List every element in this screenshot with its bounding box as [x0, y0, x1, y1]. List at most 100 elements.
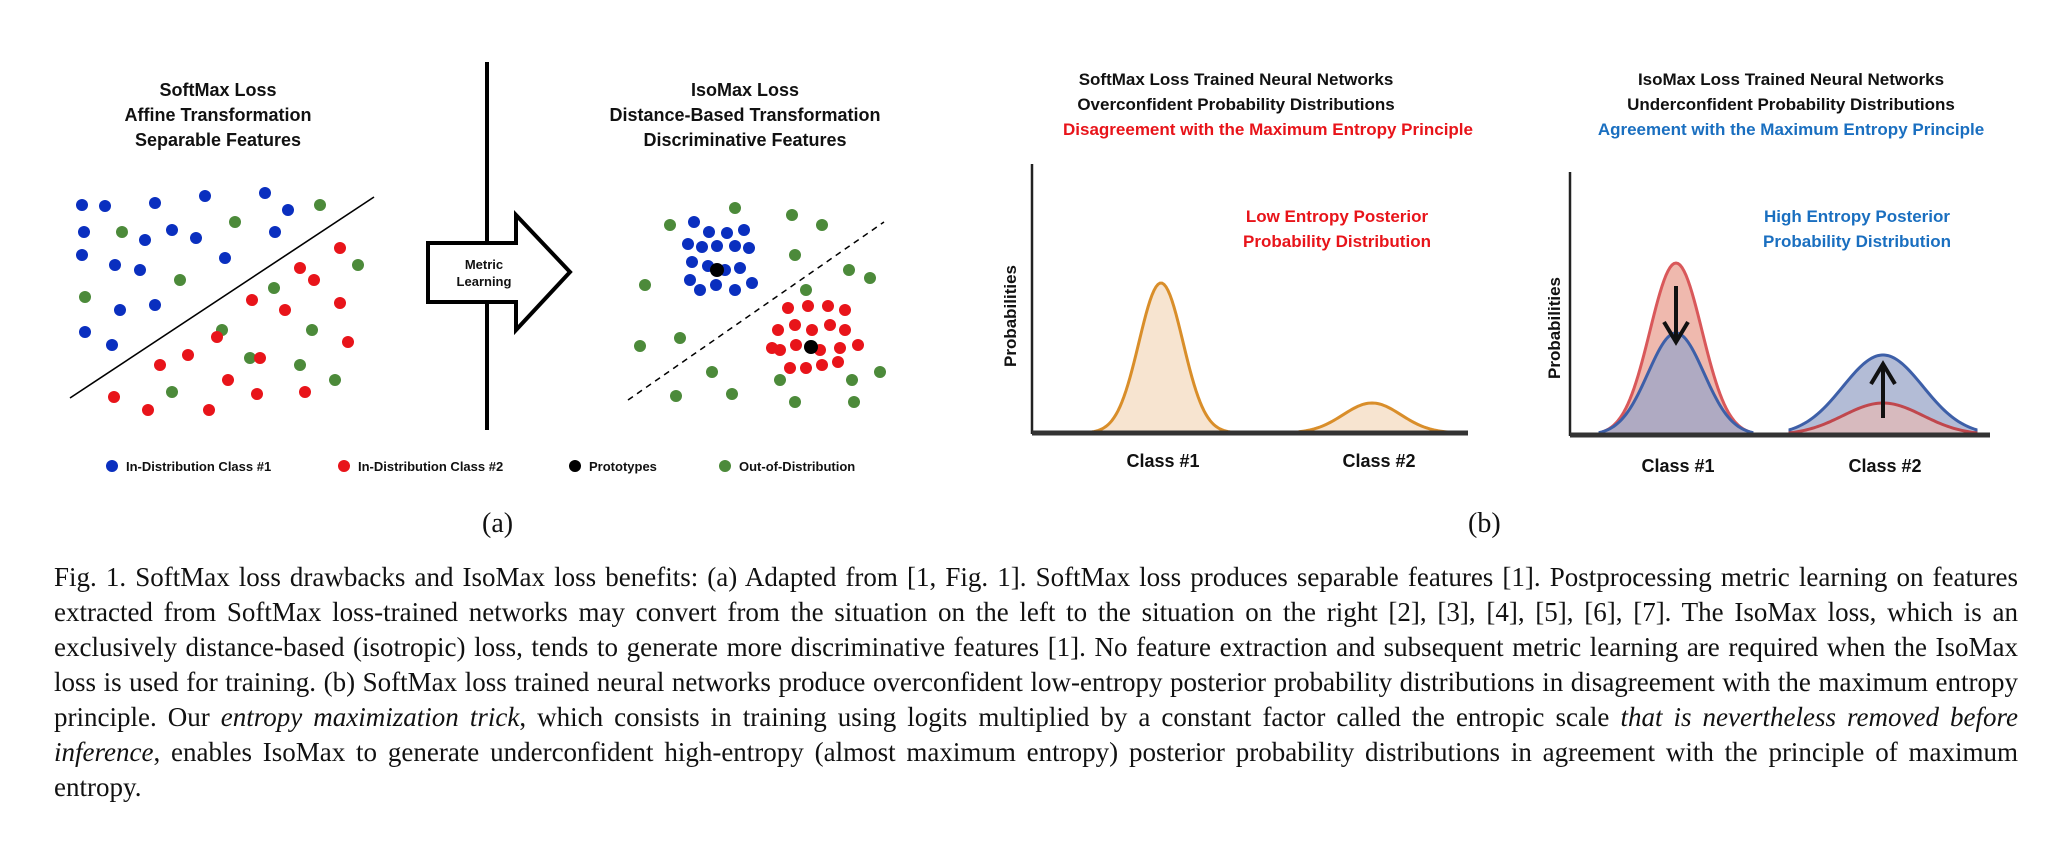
isomax-title-line-3: Discriminative Features: [643, 130, 846, 150]
softmax-class-2-dot: [222, 374, 234, 386]
isomax-class-2-dot: [782, 302, 794, 314]
softmax-title-line-3: Separable Features: [135, 130, 301, 150]
isomax-xtick-class-2: Class #2: [1848, 456, 1921, 476]
softmax-class-2-dot: [334, 297, 346, 309]
softmax-class-1-dot: [139, 234, 151, 246]
isomax-class-1-dot: [721, 227, 733, 239]
isomax-prototype-dot: [804, 340, 818, 354]
softmax-class-2-dot: [254, 352, 266, 364]
isomax-class-2-dot: [832, 356, 844, 368]
isomax-class-1-dot: [703, 226, 715, 238]
isomax-ood-dot: [874, 366, 886, 378]
isomax-ood-dot: [674, 332, 686, 344]
isomax-ood-dot: [816, 219, 828, 231]
softmax-class-2-dot: [142, 404, 154, 416]
legend-marker-ood: [719, 460, 731, 472]
isomax-class-2-dot: [784, 362, 796, 374]
isomax-title-line-2: Distance-Based Transformation: [609, 105, 880, 125]
panel-a: SoftMax Loss Affine Transformation Separ…: [69, 62, 886, 474]
softmax-ood-dot: [166, 386, 178, 398]
isomax-class-1-dot: [729, 240, 741, 252]
isomax-class-1-dot: [743, 242, 755, 254]
legend: In-Distribution Class #1 In-Distribution…: [106, 459, 855, 474]
caption-text-2: , which consists in training using logit…: [519, 702, 1621, 732]
isomax-class-1-dot: [686, 256, 698, 268]
linear-separator: [69, 196, 375, 399]
isomax-class-2-dot: [852, 339, 864, 351]
isomax-plot-title-highlight: Agreement with the Maximum Entropy Princ…: [1598, 120, 1984, 139]
isomax-class-1-dot: [729, 284, 741, 296]
isomax-ood-dot: [864, 272, 876, 284]
isomax-plot-title-line-1: IsoMax Loss Trained Neural Networks: [1638, 70, 1944, 89]
isomax-class-1-dot: [688, 216, 700, 228]
isomax-y-axis-label: Probabilities: [1545, 277, 1564, 379]
softmax-class-2-dot: [211, 331, 223, 343]
caption-text-1: Fig. 1. SoftMax loss drawbacks and IsoMa…: [54, 562, 2018, 732]
softmax-ood-dot: [294, 359, 306, 371]
isomax-class-2-dot: [816, 359, 828, 371]
softmax-class-2-dot: [203, 404, 215, 416]
softmax-class-1-dot: [149, 197, 161, 209]
legend-marker-prototypes: [569, 460, 581, 472]
softmax-ood-dot: [229, 216, 241, 228]
softmax-probability-plot: SoftMax Loss Trained Neural Networks Ove…: [1001, 70, 1473, 471]
isomax-class-2-dot: [790, 339, 802, 351]
isomax-class-2-dot: [822, 300, 834, 312]
arrow-label-line-1: Metric: [465, 257, 503, 272]
isomax-ood-dot: [789, 249, 801, 261]
legend-marker-class-1: [106, 460, 118, 472]
isomax-class-1-dot: [682, 238, 694, 250]
isomax-class-2-dot: [772, 324, 784, 336]
figure-caption: Fig. 1. SoftMax loss drawbacks and IsoMa…: [54, 560, 2018, 805]
softmax-class-2-dot: [279, 304, 291, 316]
panel-a-label: (a): [482, 508, 514, 539]
dashed-separator: [627, 221, 885, 401]
isomax-xtick-class-1: Class #1: [1641, 456, 1714, 476]
low-entropy-annotation-line-1: Low Entropy Posterior: [1246, 207, 1429, 226]
isomax-class-1-dot: [738, 224, 750, 236]
softmax-class-1-dot: [149, 299, 161, 311]
isomax-class-1-dot: [684, 274, 696, 286]
legend-marker-class-2: [338, 460, 350, 472]
isomax-class-1-curve: [1598, 331, 1754, 437]
isomax-prototype-dot: [710, 263, 724, 277]
isomax-title-line-1: IsoMax Loss: [691, 80, 799, 100]
softmax-class-1-dot: [269, 226, 281, 238]
softmax-title-line-1: SoftMax Loss: [159, 80, 276, 100]
isomax-ood-dot: [774, 374, 786, 386]
isomax-class-2-dot: [802, 300, 814, 312]
legend-label-prototypes: Prototypes: [589, 459, 657, 474]
isomax-ood-dot: [789, 396, 801, 408]
isomax-class-1-dot: [711, 240, 723, 252]
softmax-class-2-dot: [294, 262, 306, 274]
softmax-class-1-dot: [106, 339, 118, 351]
softmax-y-axis-label: Probabilities: [1001, 265, 1020, 367]
high-entropy-annotation-line-2: Probability Distribution: [1763, 232, 1951, 251]
softmax-plot-title-line-2: Overconfident Probability Distributions: [1077, 95, 1394, 114]
isomax-ood-dot: [726, 388, 738, 400]
softmax-class-2-dot: [182, 349, 194, 361]
isomax-class-2-dot: [839, 304, 851, 316]
softmax-class-1-dot: [259, 187, 271, 199]
isomax-class-2-dot: [806, 324, 818, 336]
isomax-class-2-dot: [839, 324, 851, 336]
caption-italic-1: entropy maximization trick: [220, 702, 520, 732]
isomax-class-2-dot: [834, 342, 846, 354]
softmax-ood-dot: [268, 282, 280, 294]
isomax-class-1-dot: [746, 277, 758, 289]
isomax-ood-dot: [639, 279, 651, 291]
isomax-plot-title-line-2: Underconfident Probability Distributions: [1627, 95, 1955, 114]
isomax-class-2-dot: [789, 319, 801, 331]
softmax-class-2-dot: [108, 391, 120, 403]
isomax-class-2-dot: [766, 342, 778, 354]
legend-label-class-2: In-Distribution Class #2: [358, 459, 503, 474]
isomax-ood-dot: [786, 209, 798, 221]
softmax-ood-dot: [352, 259, 364, 271]
softmax-plot-title-highlight: Disagreement with the Maximum Entropy Pr…: [1063, 120, 1473, 139]
softmax-ood-dot: [79, 291, 91, 303]
isomax-ood-dot: [843, 264, 855, 276]
softmax-class-1-dot: [199, 190, 211, 202]
softmax-ood-dot: [244, 352, 256, 364]
softmax-class-1-dot: [76, 249, 88, 261]
isomax-class-1-dot: [710, 279, 722, 291]
